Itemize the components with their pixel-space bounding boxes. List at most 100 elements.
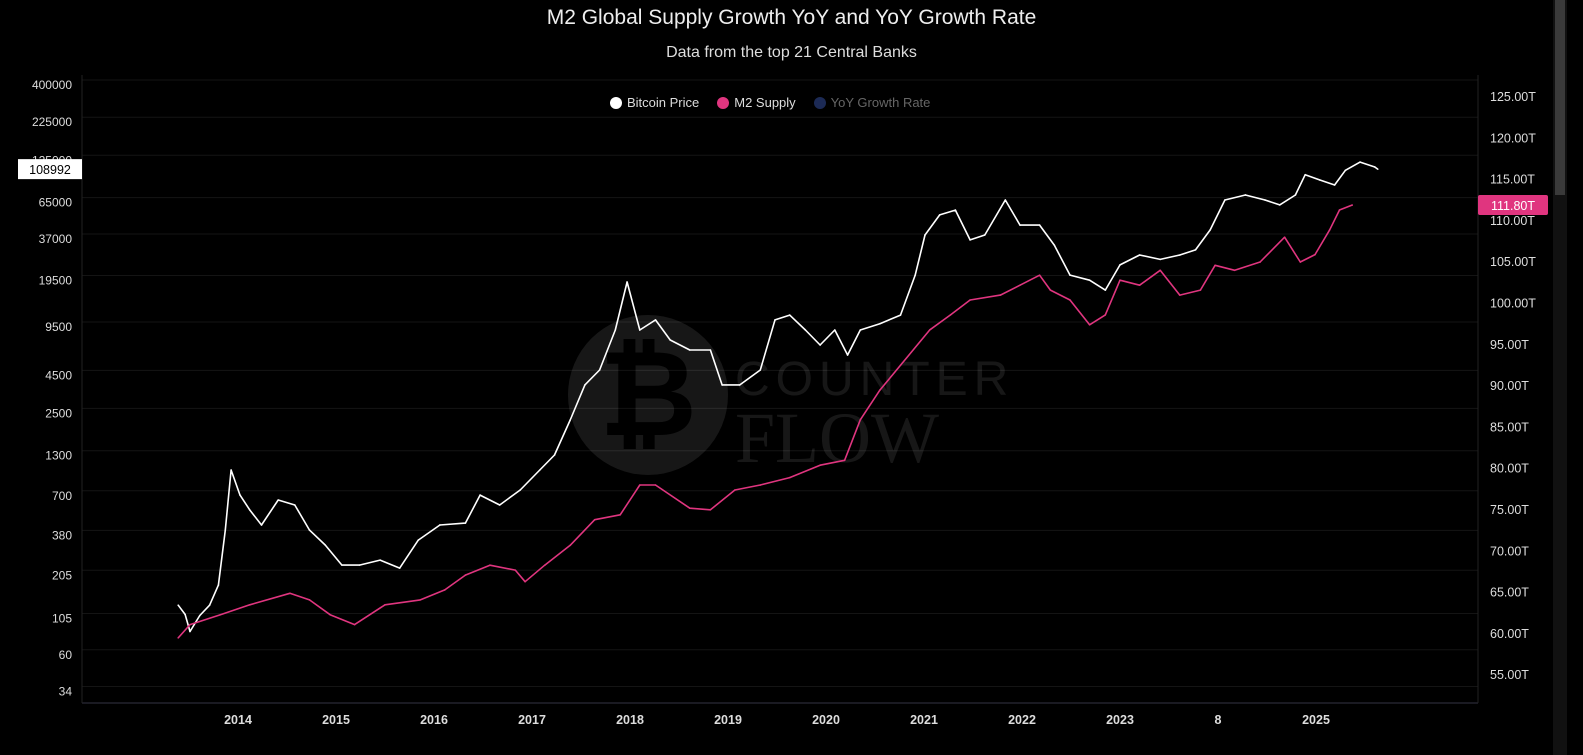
watermark: ₿ COUNTER FLOW: [568, 315, 1008, 478]
current-price-badge: [18, 159, 82, 180]
data-point: [1138, 284, 1141, 286]
data-point: [759, 484, 762, 486]
data-point: [734, 489, 736, 491]
chart-subtitle: Data from the top 21 Central Banks: [666, 44, 917, 61]
data-point: [398, 567, 401, 569]
data-point: [553, 454, 556, 456]
left-tick-label: 65000: [39, 196, 73, 210]
data-point: [949, 314, 952, 316]
x-tick-label: 2021: [910, 713, 938, 727]
left-tick-label: 400000: [32, 78, 72, 92]
data-point: [1333, 184, 1336, 186]
data-point: [879, 389, 881, 391]
x-tick-label: 2020: [812, 713, 840, 727]
data-point: [1351, 204, 1354, 206]
data-point: [177, 637, 180, 639]
series-line-bitcoin-price: [177, 161, 1379, 633]
data-point: [543, 564, 546, 566]
legend-dot-icon: [813, 96, 826, 109]
ticks: 4000002250001250006500037000195009500450…: [32, 78, 1536, 727]
data-point: [1038, 274, 1041, 277]
data-point: [189, 623, 191, 626]
data-point: [584, 384, 586, 386]
data-point: [569, 544, 572, 547]
left-tick-label: 19500: [39, 273, 73, 287]
data-point: [384, 604, 386, 606]
data-point: [1119, 279, 1121, 281]
right-tick-label: 115.00T: [1490, 173, 1535, 187]
data-point: [217, 584, 220, 586]
right-tick-label: 65.00T: [1490, 586, 1529, 600]
x-tick-label: 2016: [420, 713, 448, 727]
data-point: [969, 239, 971, 241]
data-point: [1359, 161, 1361, 163]
data-point: [379, 559, 381, 561]
x-tick-label: 2023: [1106, 713, 1134, 727]
data-point: [1374, 166, 1376, 168]
data-point: [1053, 244, 1056, 246]
data-point: [439, 524, 441, 526]
data-point: [464, 574, 467, 576]
legend: Bitcoin Price M2 Supply YoY Growth Rate: [610, 95, 930, 110]
data-point: [639, 484, 641, 486]
data-point: [1319, 179, 1321, 181]
data-point: [899, 364, 902, 367]
data-point: [1159, 269, 1161, 272]
data-point: [859, 329, 862, 331]
data-point: [524, 580, 526, 583]
left-tick-label: 9500: [45, 320, 72, 334]
right-tick-label: 90.00T: [1490, 379, 1529, 393]
data-point: [626, 281, 628, 283]
data-point: [177, 604, 180, 607]
data-point: [788, 314, 791, 316]
data-point: [294, 504, 296, 506]
data-point: [1104, 314, 1107, 316]
legend-dot-icon: [610, 96, 622, 109]
data-point: [308, 529, 311, 531]
data-point: [224, 529, 227, 531]
data-point: [569, 419, 572, 421]
data-point: [1138, 254, 1141, 256]
data-point: [341, 564, 343, 566]
data-point: [1209, 229, 1211, 231]
data-point: [1314, 253, 1316, 256]
data-point: [464, 522, 467, 524]
x-tick-label: 2015: [322, 713, 350, 727]
data-point: [999, 294, 1002, 296]
data-point: [688, 507, 691, 509]
left-tick-label: 105: [52, 612, 72, 626]
data-point: [804, 329, 807, 331]
data-point: [774, 319, 776, 321]
data-point: [1294, 194, 1297, 196]
left-tick-label: 700: [52, 489, 72, 503]
data-point: [514, 569, 517, 571]
legend-item-bitcoin-price[interactable]: Bitcoin Price: [610, 95, 699, 110]
data-point: [899, 314, 902, 316]
data-point: [248, 604, 251, 606]
left-tick-label: 2500: [45, 406, 72, 420]
x-tick-label: 2018: [616, 713, 644, 727]
legend-dot-icon: [717, 96, 730, 109]
data-point: [914, 274, 916, 276]
data-point: [929, 328, 931, 331]
left-tick-label: 60: [59, 648, 73, 662]
legend-item-m2-supply[interactable]: M2 Supply: [717, 95, 796, 110]
data-point: [738, 384, 741, 386]
data-point: [819, 344, 821, 346]
data-point: [498, 504, 501, 506]
scrollbar-thumb[interactable]: [1555, 0, 1565, 195]
data-point: [654, 319, 657, 321]
left-tick-label: 37000: [39, 232, 73, 246]
data-point: [1019, 284, 1021, 286]
data-point: [1069, 299, 1071, 301]
data-point: [721, 384, 723, 386]
right-tick-label: 95.00T: [1490, 338, 1529, 352]
data-point: [184, 613, 186, 616]
data-point: [759, 369, 762, 371]
data-point: [324, 544, 327, 546]
data-point: [669, 339, 671, 341]
data-point: [1328, 229, 1331, 231]
data-point: [619, 513, 621, 516]
legend-item-yoy-growth-rate[interactable]: YoY Growth Rate: [813, 95, 930, 110]
